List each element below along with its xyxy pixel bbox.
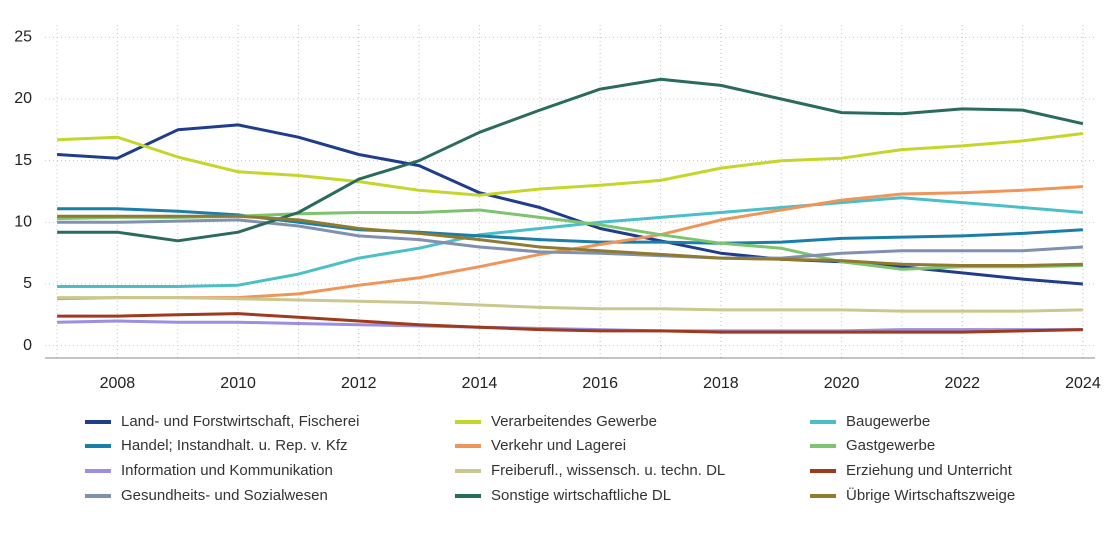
- y-tick-label: 20: [14, 90, 32, 107]
- y-tick-label: 5: [23, 275, 32, 292]
- series-line: [57, 132, 1084, 197]
- x-tick-label: 2014: [462, 375, 498, 392]
- series-line: [57, 185, 1083, 301]
- legend-label: Verarbeitendes Gewerbe: [491, 413, 657, 430]
- x-tick-label: 2012: [341, 375, 377, 392]
- y-tick-label: 10: [14, 214, 32, 231]
- legend-label: Gastgewerbe: [846, 437, 935, 454]
- x-tick-label: 2008: [100, 375, 136, 392]
- series-line: [57, 207, 1083, 245]
- series-line: [57, 196, 1084, 288]
- x-tick-label: 2022: [944, 375, 980, 392]
- legend-label: Erziehung und Unterricht: [846, 462, 1013, 479]
- x-tick-label: 2018: [703, 375, 739, 392]
- y-tick-label: 25: [14, 29, 32, 46]
- series-line: [57, 312, 1083, 334]
- series-line: [57, 296, 1083, 313]
- y-tick-label: 0: [23, 337, 32, 354]
- legend-label: Baugewerbe: [846, 413, 930, 430]
- legend-label: Sonstige wirtschaftliche DL: [491, 487, 671, 504]
- x-tick-label: 2010: [220, 375, 256, 392]
- y-tick-label: 15: [14, 152, 32, 169]
- legend-label: Information und Kommunikation: [121, 462, 333, 479]
- legend-label: Verkehr und Lagerei: [491, 437, 626, 454]
- series-line: [57, 77, 1084, 243]
- legend-label: Handel; Instandhalt. u. Rep. v. Kfz: [121, 437, 348, 454]
- series-line: [57, 214, 1083, 267]
- x-tick-label: 2020: [824, 375, 860, 392]
- legend-label: Gesundheits- und Sozialwesen: [121, 487, 328, 504]
- x-tick-label: 2016: [582, 375, 618, 392]
- legend-label: Übrige Wirtschaftszweige: [846, 486, 1015, 504]
- legend-label: Freiberufl., wissensch. u. techn. DL: [491, 462, 725, 479]
- legend-label: Land- und Forstwirtschaft, Fischerei: [121, 413, 359, 430]
- series-line: [57, 218, 1083, 260]
- x-tick-label: 2024: [1065, 375, 1101, 392]
